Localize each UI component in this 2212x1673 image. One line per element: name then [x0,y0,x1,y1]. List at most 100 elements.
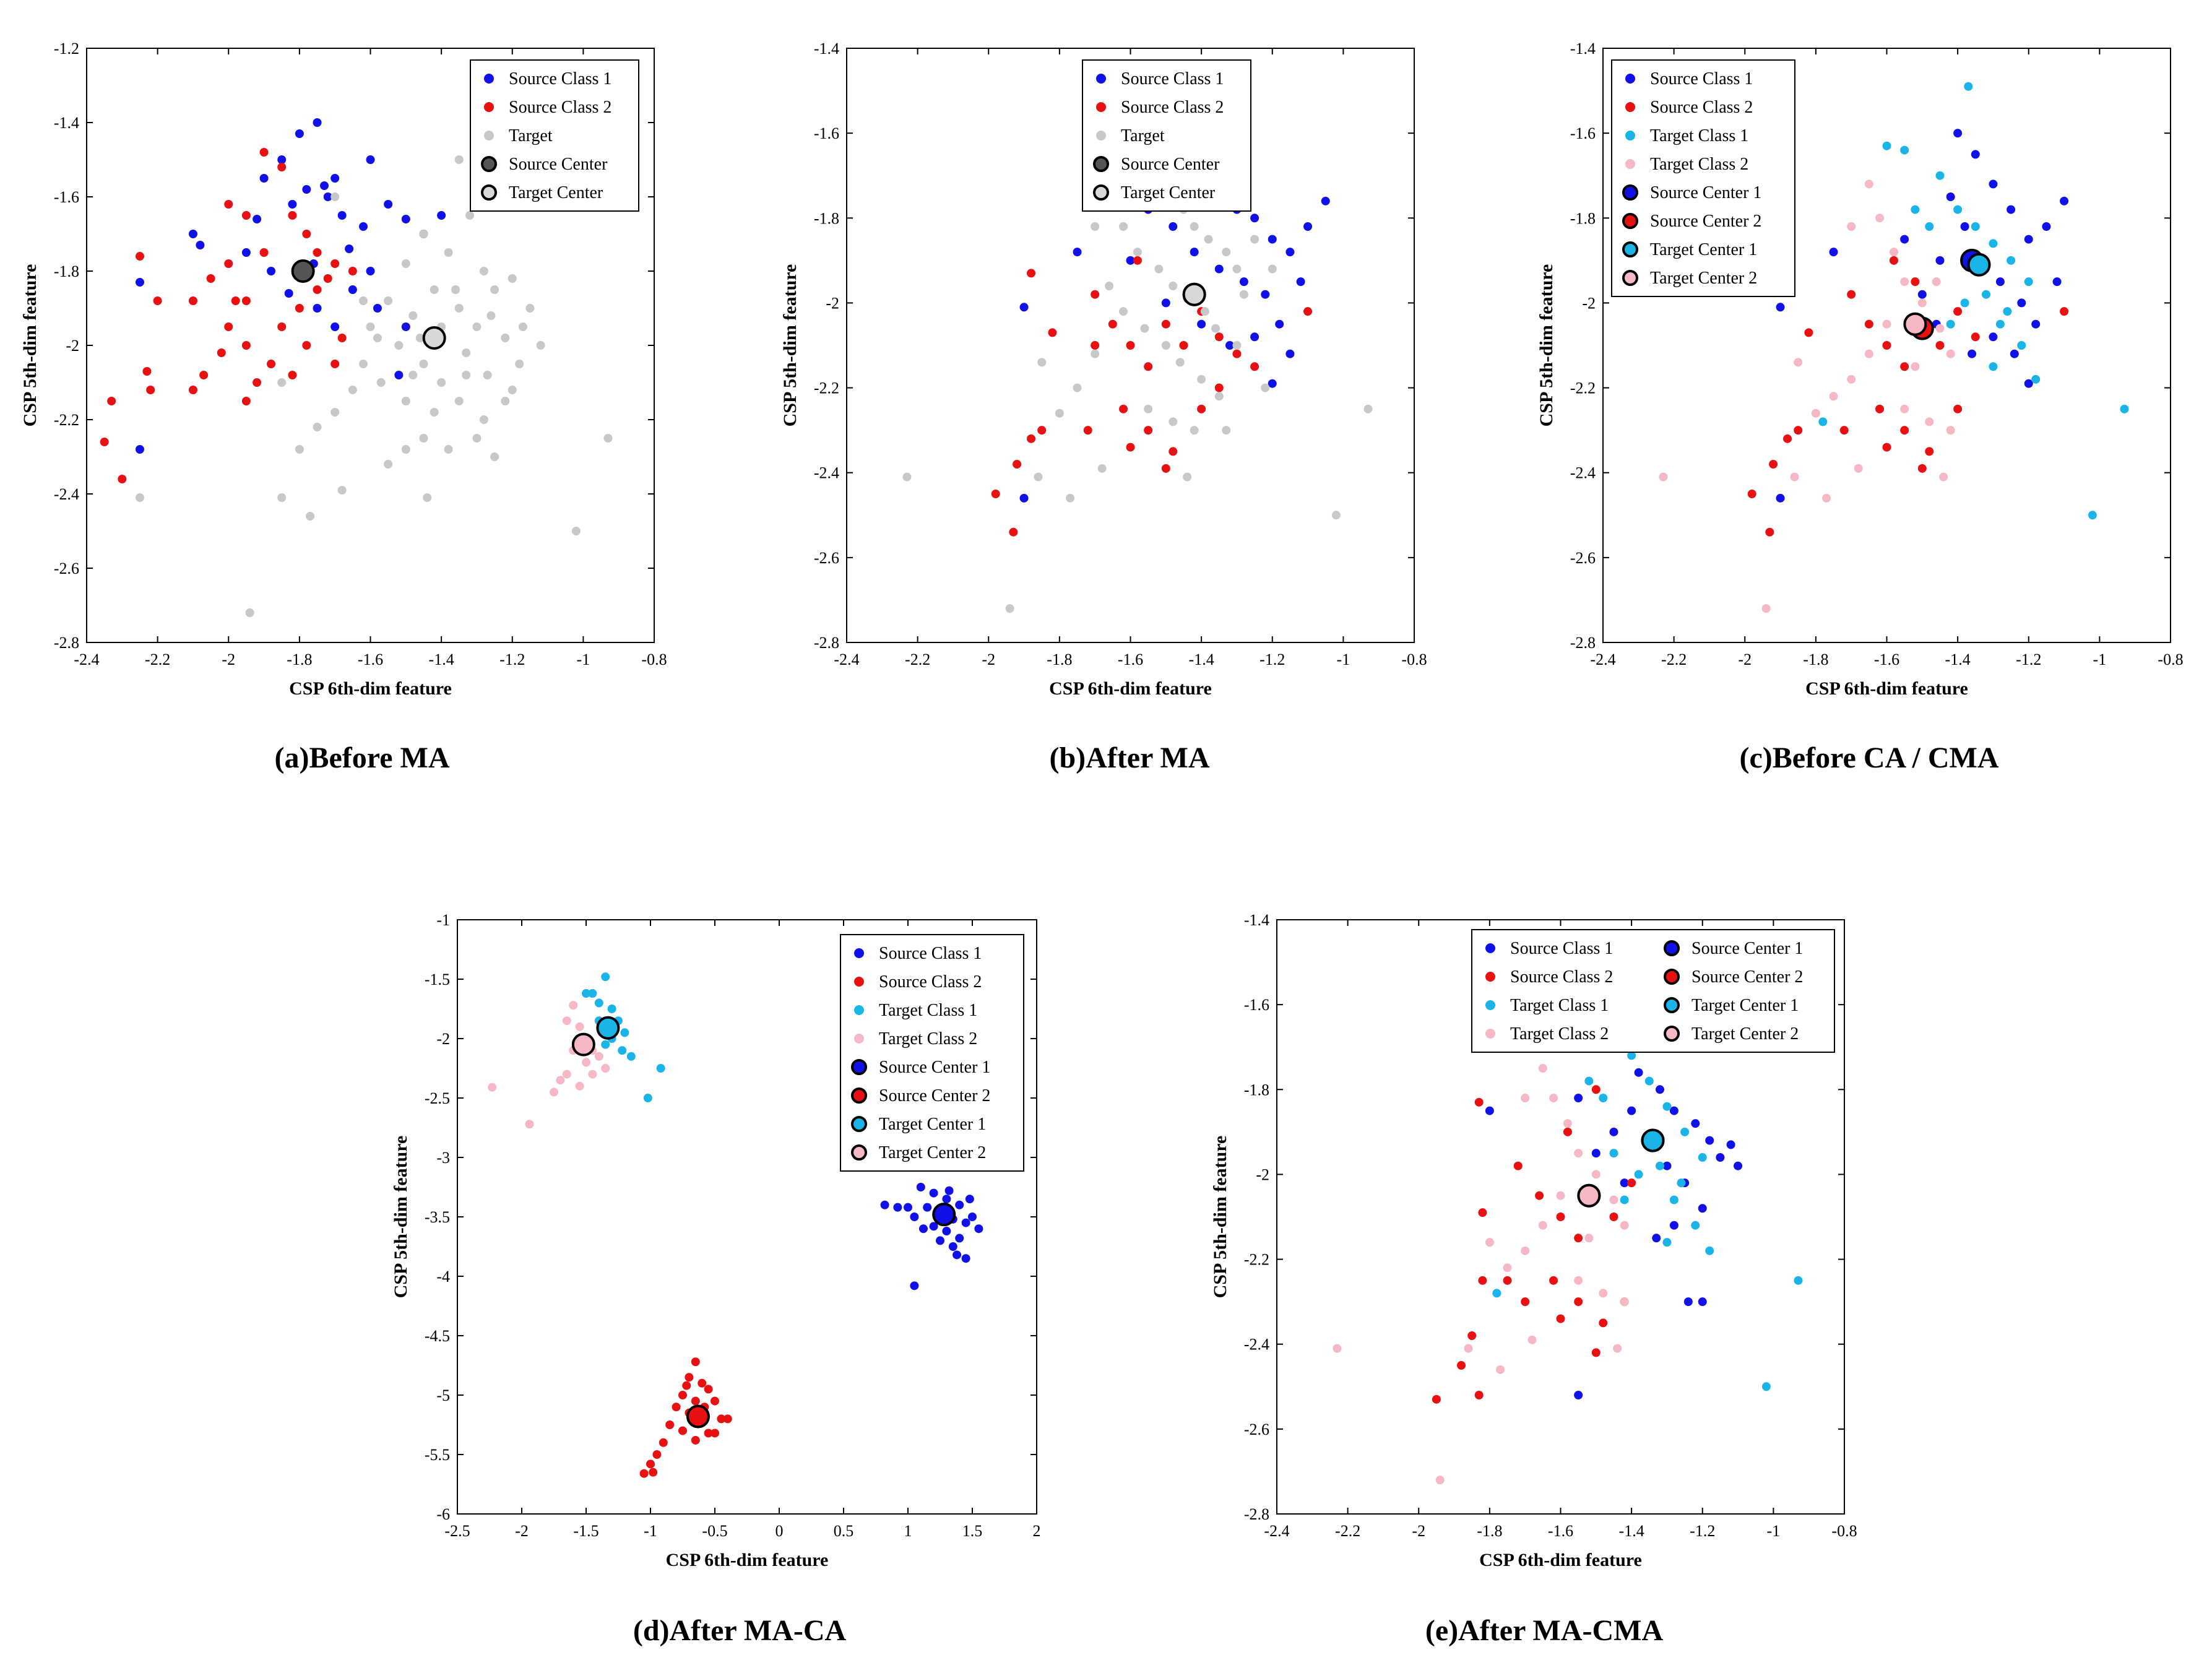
point-source-class-2 [1864,319,1873,329]
center-target-center-1 [1967,253,1991,277]
y-tick-label: -2.2 [54,411,79,429]
point-source-class-2 [1013,460,1022,469]
point-target-class-1 [1935,171,1945,180]
point-source-class-1 [2024,235,2033,244]
point-target [359,296,368,305]
point-source-class-2 [1083,426,1092,435]
legend-label-target-center-2: Target Center 2 [879,1143,986,1162]
point-target-class-2 [550,1087,558,1097]
point-target-class-1 [601,972,610,982]
point-source-class-1 [968,1213,977,1221]
point-target-class-2 [1911,362,1920,371]
point-source-class-1 [974,1224,983,1234]
point-source-class-1 [2024,379,2033,388]
point-target-class-2 [1829,392,1838,401]
y-tick-label: -2.2 [1244,1251,1269,1269]
point-source-class-2 [691,1435,700,1445]
point-source-class-1 [401,215,410,223]
legend-marker-source-class-2 [484,102,494,112]
point-target [419,230,428,238]
point-source-class-2 [1478,1276,1487,1285]
point-source-class-1 [961,1254,970,1263]
point-source-class-2 [217,348,226,357]
point-source-class-1 [1321,196,1330,205]
point-target-class-2 [1503,1263,1512,1273]
point-source-class-1 [359,222,368,231]
point-target-class-2 [1620,1297,1629,1307]
point-target-class-2 [588,1070,597,1079]
point-source-class-1 [284,289,293,298]
legend-label-source-class-2: Source Class 2 [1121,98,1224,117]
point-source-class-2 [241,341,251,350]
point-target [245,608,254,617]
point-target [1073,383,1082,392]
x-axis-label: CSP 6th-dim feature [1049,678,1212,699]
x-tick-label: -1 [644,1522,657,1540]
legend-label-source-center-2: Source Center 2 [879,1086,990,1105]
x-tick-label: -1.4 [1945,651,1971,668]
point-target-class-1 [1971,222,1980,231]
point-target-class-2 [1659,472,1668,482]
point-source-class-1 [313,118,322,127]
point-target [1261,383,1270,392]
y-tick-label: -2.5 [425,1089,450,1107]
x-tick-label: -2 [1412,1522,1425,1540]
point-source-class-2 [241,397,251,405]
point-source-class-2 [1027,269,1036,278]
point-source-class-2 [153,296,162,305]
point-source-class-2 [1971,332,1980,342]
x-tick-label: -1.4 [1619,1522,1644,1540]
point-source-class-2 [1839,426,1849,435]
x-tick-label: 0 [775,1522,784,1540]
point-source-class-2 [1513,1161,1523,1170]
point-source-class-1 [1019,303,1029,312]
point-source-class-2 [1037,426,1047,435]
point-target-class-1 [2031,374,2041,384]
point-source-class-2 [1935,341,1945,350]
y-tick-label: -1.8 [1244,1081,1269,1099]
legend-marker-target-class-2 [854,1034,864,1044]
point-source-class-2 [1457,1361,1466,1370]
y-tick-label: -1.4 [54,114,79,132]
point-source-class-1 [1652,1234,1661,1243]
point-source-class-1 [1968,349,1977,358]
caption-a: (a)Before MA [275,741,450,774]
point-target [1214,392,1224,401]
point-target-class-2 [1935,324,1945,333]
y-tick-label: -5 [436,1386,450,1404]
point-target [313,423,322,431]
point-source-class-2 [1467,1331,1477,1340]
point-source-class-1 [1303,222,1313,231]
point-source-class-2 [277,163,287,171]
point-source-class-2 [1048,328,1057,337]
center-target-center [422,326,446,350]
point-source-class-1 [1634,1068,1643,1077]
point-target [444,445,453,454]
x-tick-label: -1.5 [573,1522,598,1540]
point-source-class-1 [942,1227,951,1236]
point-source-class-1 [923,1203,932,1212]
point-target-class-1 [594,998,603,1008]
point-source-class-1 [1197,319,1206,329]
x-tick-label: -1.6 [1874,651,1899,668]
point-target-class-2 [556,1076,565,1085]
legend-label-target-class-2: Target Class 2 [1510,1024,1609,1044]
point-target-class-2 [594,1052,603,1061]
x-tick-label: -2.4 [74,651,99,668]
point-source-class-1 [319,181,329,190]
point-source-class-2 [142,367,152,376]
y-tick-label: -1.6 [1570,124,1596,142]
point-source-class-2 [1882,341,1891,350]
point-source-class-2 [302,341,311,350]
point-source-class-1 [1935,256,1945,265]
panel-c: -2.4 -2.2 -2 -1.8 -1.6 -1.4 -1.2 -1 -0.8 -1.4 -1.6… [1536,40,2184,774]
y-tick-label: -1 [436,911,450,929]
legend-box [1082,59,1251,212]
x-tick-label: -1 [1337,651,1350,668]
point-source-class-2 [1161,464,1170,473]
point-target [1200,307,1209,316]
y-tick-label: -2 [826,294,839,312]
point-source-class-1 [929,1222,938,1231]
legend: Source Class 1 Source Class 2 Target Class… [1611,59,1795,297]
y-axis-label: CSP 5th-dim feature [20,264,40,427]
